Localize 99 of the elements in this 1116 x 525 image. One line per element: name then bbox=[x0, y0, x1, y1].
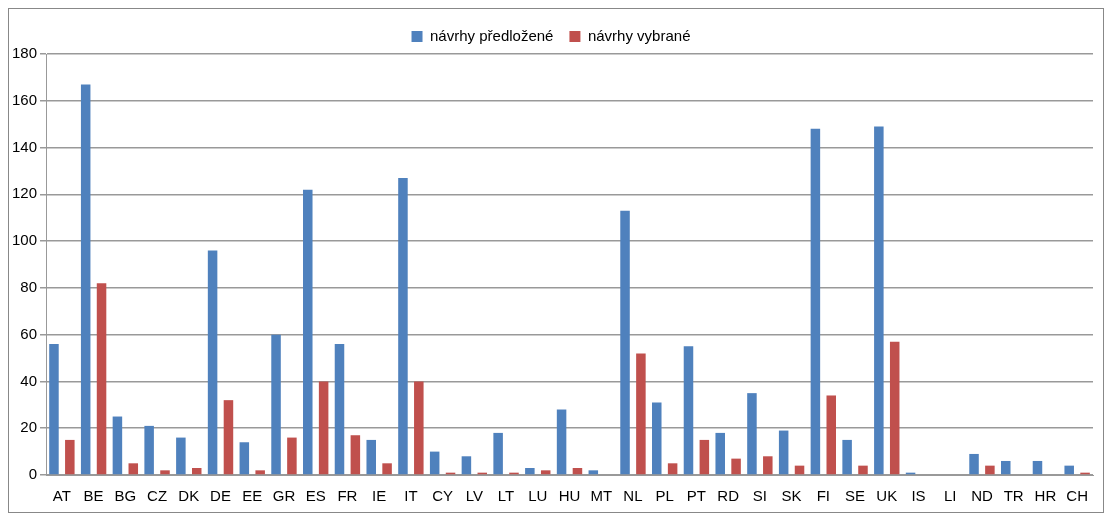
x-tick-label: MT bbox=[590, 487, 613, 505]
x-tick-label: LT bbox=[497, 487, 515, 505]
bar bbox=[191, 467, 202, 475]
x-tick-label: SI bbox=[752, 487, 767, 505]
y-tick-label: 120 bbox=[12, 184, 38, 202]
bar bbox=[334, 344, 345, 475]
bar bbox=[826, 395, 837, 475]
x-tick-label: HU bbox=[558, 487, 581, 505]
bar bbox=[889, 341, 900, 475]
x-tick-label: GR bbox=[272, 487, 296, 505]
bar bbox=[366, 439, 376, 475]
bar bbox=[763, 456, 773, 475]
bar bbox=[160, 470, 170, 475]
bar bbox=[223, 400, 234, 475]
x-tick-label: SE bbox=[845, 487, 866, 505]
bar bbox=[382, 463, 392, 475]
bar bbox=[176, 437, 186, 475]
bar bbox=[778, 430, 789, 475]
y-tick-label: 180 bbox=[12, 44, 38, 62]
bar bbox=[96, 283, 107, 475]
y-tick-label: 20 bbox=[20, 418, 38, 436]
bar bbox=[985, 465, 995, 475]
bar bbox=[144, 425, 154, 475]
x-tick-label: SK bbox=[781, 487, 802, 505]
bar bbox=[49, 344, 59, 475]
bar bbox=[239, 442, 250, 475]
x-tick-label: EE bbox=[242, 487, 263, 505]
x-tick-label: LU bbox=[528, 487, 548, 505]
bar bbox=[874, 126, 884, 475]
y-tick-label: 100 bbox=[12, 231, 38, 249]
bar bbox=[128, 463, 139, 475]
bar bbox=[556, 409, 567, 475]
x-tick-label: IT bbox=[404, 487, 418, 505]
bar bbox=[1000, 460, 1011, 475]
x-tick-label: PL bbox=[655, 487, 674, 505]
bar bbox=[858, 465, 868, 475]
bar bbox=[414, 381, 424, 475]
x-tick-label: RD bbox=[717, 487, 740, 505]
x-tick-label: IE bbox=[372, 487, 387, 505]
bar bbox=[620, 210, 630, 475]
bar bbox=[303, 189, 313, 475]
bar bbox=[1032, 460, 1043, 475]
bar bbox=[525, 467, 535, 475]
bar bbox=[588, 470, 599, 475]
bar bbox=[287, 437, 297, 475]
y-tick-label: 140 bbox=[12, 137, 38, 155]
bar bbox=[842, 439, 852, 475]
bar bbox=[350, 435, 361, 475]
x-tick-label: ND bbox=[971, 487, 993, 505]
bar bbox=[572, 467, 583, 475]
bar bbox=[80, 84, 91, 475]
bar bbox=[207, 250, 218, 475]
bar bbox=[969, 453, 979, 475]
bar bbox=[1064, 465, 1074, 475]
x-tick-label: DE bbox=[210, 487, 231, 505]
x-tick-label: DK bbox=[178, 487, 200, 505]
bar bbox=[493, 432, 503, 475]
x-tick-label: ES bbox=[305, 487, 326, 505]
bar bbox=[65, 439, 75, 475]
bar bbox=[112, 416, 123, 475]
x-tick-label: BE bbox=[83, 487, 104, 505]
y-tick-label: 160 bbox=[12, 90, 38, 108]
x-tick-label: NL bbox=[623, 487, 643, 505]
x-tick-label: CZ bbox=[147, 487, 168, 505]
bar bbox=[318, 381, 329, 475]
x-tick-label: HR bbox=[1034, 487, 1057, 505]
bar bbox=[652, 402, 662, 475]
x-tick-label: FI bbox=[816, 487, 830, 505]
x-tick-label: CY bbox=[432, 487, 454, 505]
legend-label: návrhy předložené bbox=[430, 26, 554, 44]
bar bbox=[255, 470, 265, 475]
x-tick-label: PT bbox=[686, 487, 707, 505]
bar bbox=[667, 463, 678, 475]
bar bbox=[810, 128, 821, 475]
y-tick-label: 80 bbox=[20, 278, 38, 296]
bar bbox=[271, 334, 281, 475]
legend-label: návrhy vybrané bbox=[587, 26, 691, 44]
bar bbox=[429, 451, 440, 475]
x-tick-label: CH bbox=[1066, 487, 1088, 505]
bar bbox=[540, 470, 551, 475]
x-tick-label: AT bbox=[52, 487, 71, 505]
bar bbox=[636, 353, 646, 475]
x-tick-label: BG bbox=[114, 487, 137, 505]
x-tick-label: UK bbox=[876, 487, 898, 505]
bar bbox=[715, 432, 725, 475]
bar bbox=[461, 456, 472, 475]
bar bbox=[699, 439, 710, 475]
x-tick-label: TR bbox=[1003, 487, 1024, 505]
x-tick-label: LV bbox=[465, 487, 483, 505]
bar bbox=[398, 177, 408, 475]
y-tick-label: 0 bbox=[28, 465, 38, 483]
bar bbox=[731, 458, 741, 475]
bar bbox=[747, 393, 757, 475]
y-tick-label: 40 bbox=[20, 371, 38, 389]
x-tick-label: LI bbox=[943, 487, 957, 505]
bar bbox=[683, 346, 694, 475]
y-tick-label: 60 bbox=[20, 324, 38, 342]
x-tick-label: IS bbox=[911, 487, 926, 505]
x-tick-label: FR bbox=[337, 487, 358, 505]
